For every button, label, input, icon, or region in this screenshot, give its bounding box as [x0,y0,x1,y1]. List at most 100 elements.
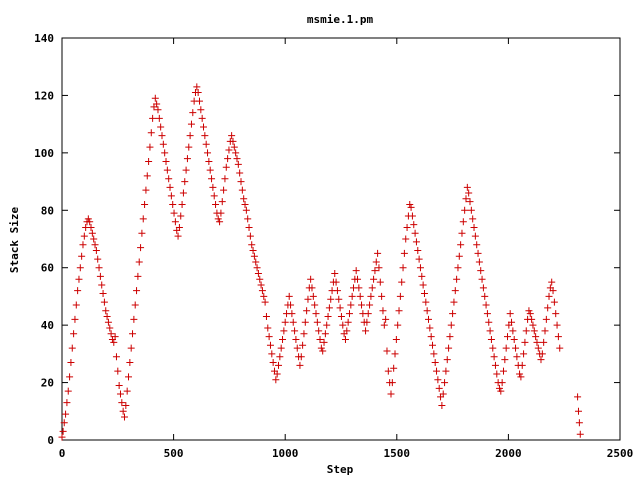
data-point [493,370,501,378]
tick-labels: 0 500 1000 1500 2000 2500 0 20 40 60 80 100 120 140 [34,32,633,460]
data-point [234,160,242,168]
data-point [217,209,225,217]
data-point [209,183,217,191]
data-point [554,333,562,341]
data-point [189,109,197,117]
data-point [538,350,546,358]
data-point [362,327,370,335]
data-point [244,215,252,223]
data-point [337,313,345,321]
data-point [111,333,119,341]
data-point [323,321,331,329]
data-point [487,336,495,343]
data-point [175,224,183,232]
data-point [233,155,241,163]
data-point [530,327,538,335]
data-point [498,379,506,387]
data-point [269,358,277,366]
data-point [151,94,159,102]
data-point [87,224,95,232]
data-point [232,149,240,157]
data-point [120,413,128,421]
data-point [122,402,130,410]
data-points [58,83,584,441]
data-point [392,336,400,343]
data-point [187,120,195,128]
data-point [266,341,274,349]
data-point [423,307,431,315]
plot-border [61,37,621,441]
data-point [512,344,520,352]
data-point [548,278,556,286]
data-point [98,281,106,289]
data-point [479,284,487,292]
data-point [291,327,299,335]
data-point [279,336,287,343]
data-point [110,338,118,346]
data-point [90,235,98,243]
data-point [390,364,398,372]
data-point [281,318,289,326]
data-point [126,358,134,366]
x-tick-label: 500 [164,447,184,460]
data-point [177,212,185,220]
data-point [552,310,560,318]
data-point [387,390,395,398]
data-point [208,175,216,183]
data-point [398,278,406,286]
data-point [504,333,512,341]
data-point [88,229,96,237]
data-point [300,330,308,338]
data-point [447,321,455,329]
data-point [202,140,210,148]
data-point [317,344,325,352]
data-point [520,350,528,358]
data-point [194,89,202,97]
data-point [107,330,115,338]
x-axis-label: Step [327,463,354,476]
data-point [521,338,529,346]
data-point [285,292,293,300]
data-point [576,430,584,438]
data-point [454,264,462,272]
data-point [406,201,414,209]
data-point [471,232,479,240]
data-point [309,292,317,300]
data-point [262,313,270,321]
data-point [469,215,477,223]
data-point [415,255,423,263]
data-point [141,201,149,209]
data-point [502,344,510,352]
y-tick-label: 80 [41,204,54,217]
data-point [79,241,87,249]
data-point [179,189,187,197]
data-point [119,407,127,415]
data-point [268,350,276,358]
data-point [76,264,84,272]
data-point [204,149,212,157]
data-point [449,310,457,318]
data-point [273,370,281,378]
data-point [380,321,388,329]
data-point [216,218,224,226]
data-point [508,318,516,326]
data-point [315,327,323,335]
data-point [516,370,524,378]
data-point [167,192,175,200]
data-point [485,318,493,326]
data-point [153,100,161,108]
data-point [341,336,349,343]
data-point [545,292,553,300]
data-point [402,235,410,243]
data-point [68,344,76,352]
data-point [513,353,521,361]
data-point [419,281,427,289]
data-point [463,183,471,191]
data-point [205,157,213,165]
data-point [155,114,163,122]
data-point [435,384,443,392]
data-point [403,224,411,232]
data-point [433,367,441,375]
data-point [142,186,150,194]
data-point [71,315,79,323]
